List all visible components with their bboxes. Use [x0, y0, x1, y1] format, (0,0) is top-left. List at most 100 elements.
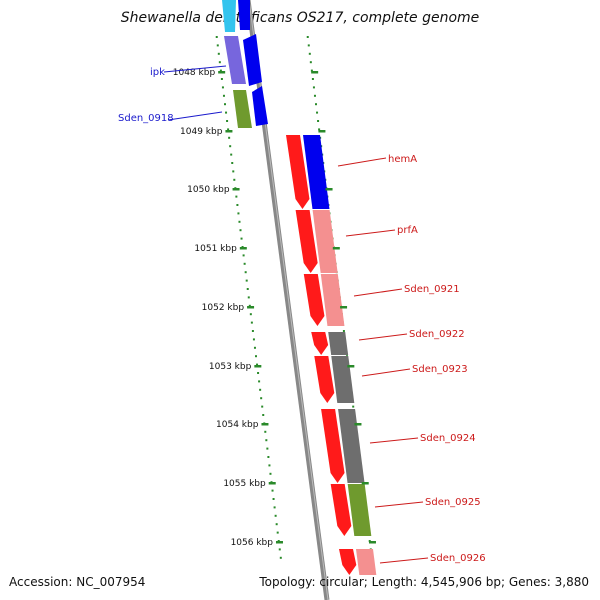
- feature-track: [222, 0, 377, 575]
- cds-arrow: [243, 34, 262, 86]
- inner-dot: [267, 456, 270, 458]
- gene-label: Sden_0923: [412, 364, 468, 375]
- inner-dot: [276, 531, 279, 534]
- gene-label: Sden_0926: [430, 553, 486, 564]
- label-leader-line: [358, 333, 408, 341]
- inner-dot: [250, 321, 253, 324]
- gene-label: Sden_0921: [404, 284, 460, 295]
- inner-major-tick: [261, 423, 269, 426]
- inner-dot: [259, 388, 262, 391]
- label-leader-line: [369, 437, 419, 444]
- inner-dot: [247, 296, 250, 299]
- inner-dot: [217, 52, 220, 55]
- genome-summary-text: Topology: circular; Length: 4,545,906 bp…: [259, 575, 589, 589]
- label-leader-line: [163, 65, 227, 73]
- map-title: Shewanella denitrificans OS217, complete…: [120, 10, 480, 26]
- cog-block: [222, 0, 236, 32]
- cog-block: [328, 332, 349, 355]
- outer-dot: [309, 61, 312, 64]
- tick-label: 1056 kbp: [231, 538, 274, 548]
- outer-dot: [307, 44, 310, 47]
- gene-label: Sden_0925: [425, 497, 481, 508]
- inner-dot: [221, 86, 224, 89]
- tick-label: 1054 kbp: [216, 420, 259, 430]
- inner-dot: [257, 372, 260, 374]
- inner-major-tick: [275, 541, 283, 544]
- label-leader-line: [167, 111, 223, 121]
- cog-block: [233, 90, 252, 128]
- inner-major-tick: [254, 365, 262, 368]
- label-leader-line: [361, 368, 411, 377]
- inner-dot: [274, 514, 277, 517]
- cds-arrow: [295, 210, 318, 273]
- inner-dot: [237, 212, 240, 215]
- outer-dot: [317, 120, 320, 122]
- inner-dot: [254, 355, 257, 358]
- outer-major-tick: [311, 71, 319, 74]
- inner-dot: [228, 136, 231, 139]
- inner-dot: [245, 279, 248, 282]
- gene-label: prfA: [397, 225, 418, 236]
- inner-dot: [268, 464, 271, 467]
- cds-arrow: [303, 274, 325, 326]
- inner-dot: [265, 439, 268, 442]
- inner-dot: [239, 229, 242, 232]
- inner-dot: [216, 44, 219, 47]
- outer-dot: [318, 128, 321, 131]
- cog-block: [355, 549, 377, 575]
- outer-major-tick: [340, 306, 348, 309]
- outer-dot: [342, 330, 345, 332]
- cds-arrow: [252, 86, 268, 126]
- inner-dot: [269, 472, 272, 475]
- inner-dot: [242, 254, 245, 257]
- inner-dot: [225, 111, 228, 114]
- inner-dot: [238, 220, 241, 223]
- tick-label: 1052 kbp: [202, 303, 245, 313]
- outer-dot: [310, 69, 313, 72]
- tick-label: 1050 kbp: [187, 185, 230, 195]
- inner-dot: [240, 237, 243, 240]
- gene-labels: ipk Sden_0918 hemA prfA Sden_0921 Sden_0922 Sd…: [118, 65, 486, 564]
- inner-dot: [226, 120, 229, 122]
- cds-arrow: [314, 356, 335, 403]
- tick-label: 1055 kbp: [223, 479, 266, 489]
- inner-major-tick: [232, 188, 240, 191]
- inner-dot: [235, 195, 238, 198]
- outer-major-tick: [347, 365, 355, 368]
- cog-block: [347, 484, 372, 536]
- inner-dot: [266, 447, 269, 450]
- accession-text: Accession: NC_007954: [9, 575, 146, 589]
- inner-tick-track: [215, 36, 282, 559]
- label-leader-line: [353, 288, 403, 297]
- inner-dot: [222, 94, 225, 97]
- tick-label: 1049 kbp: [180, 127, 223, 137]
- inner-dot: [253, 346, 256, 349]
- cog-block: [224, 36, 246, 84]
- inner-dot: [272, 498, 275, 500]
- inner-dot: [248, 304, 251, 307]
- inner-dot: [215, 36, 218, 38]
- cog-block: [331, 356, 355, 403]
- gene-label: Sden_0924: [420, 433, 476, 444]
- outer-dot: [312, 86, 315, 89]
- tick-labels: 1048 kbp 1049 kbp 1050 kbp 1051 kbp 1052 kbp…: [173, 68, 376, 548]
- gene-label: ipk: [150, 67, 165, 78]
- inner-dot: [258, 380, 261, 383]
- inner-dot: [227, 128, 230, 131]
- inner-dot: [252, 338, 255, 341]
- outer-major-tick: [332, 247, 340, 250]
- inner-dot: [256, 363, 259, 366]
- tick-label: 1048 kbp: [173, 68, 216, 78]
- outer-dot: [316, 111, 319, 114]
- inner-major-tick: [225, 130, 233, 133]
- inner-dot: [229, 145, 232, 148]
- inner-dot: [219, 69, 222, 72]
- inner-dot: [278, 548, 281, 551]
- outer-dot: [306, 36, 309, 38]
- outer-dot: [311, 78, 314, 80]
- tick-label: 1053 kbp: [209, 362, 252, 372]
- inner-dot: [273, 506, 276, 509]
- outer-dot: [352, 405, 355, 408]
